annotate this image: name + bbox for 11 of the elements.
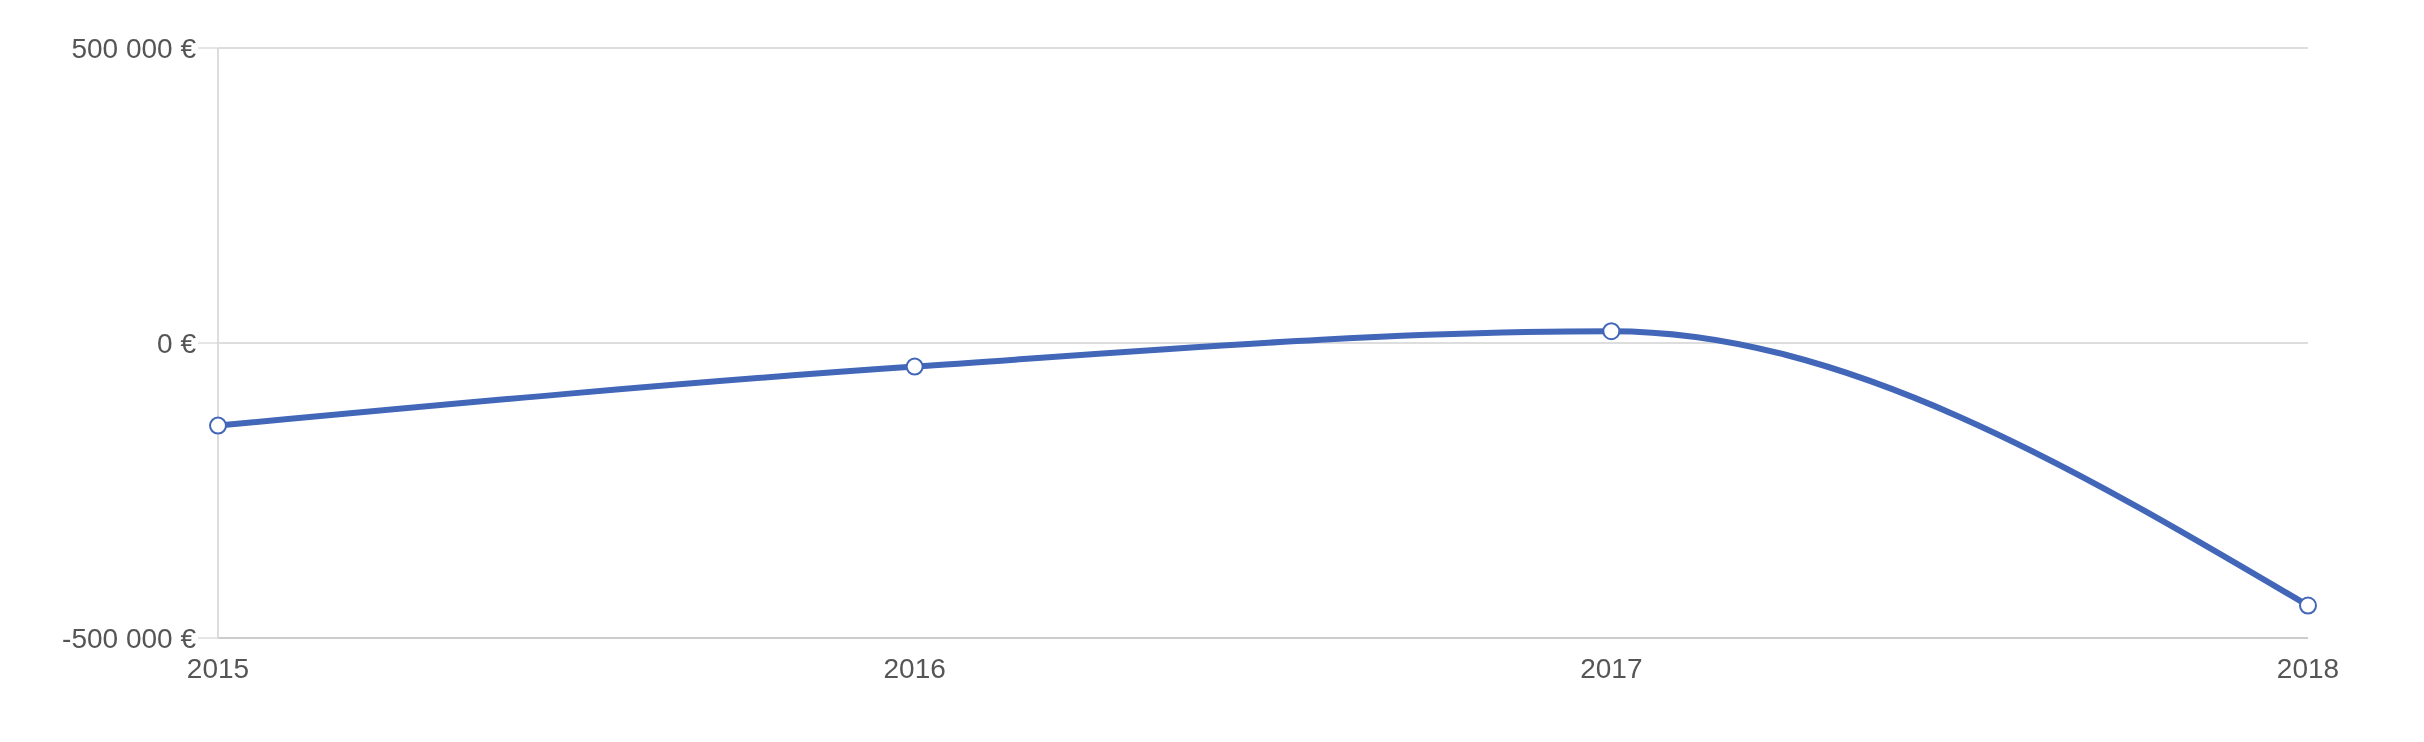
point xyxy=(2299,596,2317,615)
x-tick-label: 2016 xyxy=(883,652,946,684)
point xyxy=(1602,322,1621,341)
point xyxy=(209,416,227,435)
y-tick-label: 500 000 € xyxy=(71,32,197,64)
x-tick-label: 2015 xyxy=(186,652,250,684)
y-tick-label: -500 000 € xyxy=(62,622,197,654)
x-tick-label: 2018 xyxy=(2276,652,2340,684)
point xyxy=(905,357,924,376)
x-tick-label: 2017 xyxy=(1580,652,1643,684)
y-tick-label: 0 € xyxy=(157,327,197,359)
